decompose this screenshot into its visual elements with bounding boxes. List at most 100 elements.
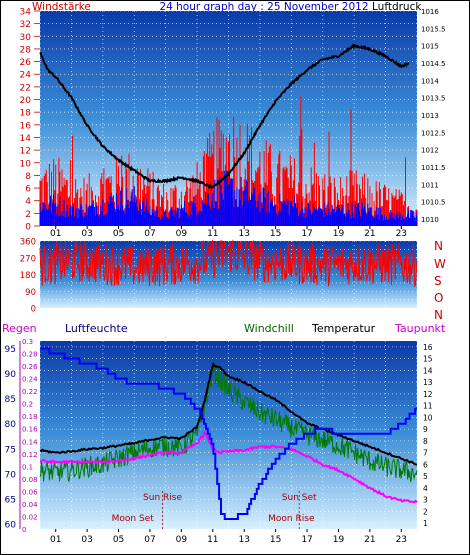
taupunkt-label: Taupunkt: [394, 322, 446, 335]
regen-label: Regen: [2, 322, 37, 335]
annotation-label-0: Moon Set: [112, 514, 155, 524]
regen-ytick-label-9: 0.18: [22, 413, 38, 421]
regen-ytick-label-3: 0.06: [22, 488, 38, 496]
pressure-ytick-label-1: 1010.5: [421, 199, 446, 207]
regen-ytick-label-5: 0.1: [22, 463, 33, 471]
annotation-label-2: Moon Rise: [268, 514, 315, 524]
wind-ytick-label-2: 4: [25, 197, 31, 207]
luftfeuchte-ytick-label-1: 65: [5, 495, 16, 505]
pressure-ytick-label-4: 1012: [421, 147, 439, 155]
temperature-ytick-label-7: 8: [423, 437, 428, 446]
wind-ytick-label-17: 34: [20, 8, 32, 18]
axis-layer: 024681012141618202224262830323410101010.…: [5, 8, 446, 546]
pressure-ytick-label-5: 1012.5: [421, 129, 446, 137]
pressure-ytick-label-12: 1016: [421, 8, 439, 16]
temperature-ytick-label-9: 10: [423, 413, 433, 422]
wind-ytick-label-11: 22: [20, 83, 31, 93]
temperature-ytick-label-3: 4: [423, 484, 428, 493]
pressure-ytick-label-9: 1014.5: [421, 60, 446, 68]
wind-ytick-label-5: 10: [20, 159, 32, 169]
regen-ytick-label-13: 0.26: [22, 363, 38, 371]
direction-ytick-label-6: 270: [20, 254, 36, 264]
luftfeuchte-series: [40, 347, 417, 520]
chart-title: 24 hour graph day : 25 November 2012: [159, 1, 368, 13]
temperature-ytick-label-10: 11: [423, 402, 433, 411]
temperature-xtick-label-0: 01: [50, 535, 61, 545]
compass-n-top: N: [434, 239, 443, 253]
direction-ytick-label-8: 360: [20, 238, 36, 248]
wind-xtick-label-0: 01: [50, 229, 61, 239]
temperature-ytick-label-15: 16: [423, 343, 433, 352]
pressure-ytick-label-8: 1014: [421, 77, 439, 85]
wind-xtick-label-4: 09: [176, 229, 188, 239]
wind-ytick-label-13: 26: [20, 58, 32, 68]
temperatur-series: [39, 361, 418, 466]
wind-xtick-label-2: 05: [113, 229, 124, 239]
wind-ytick-label-4: 8: [25, 172, 31, 182]
luftfeuchte-ytick-label-5: 85: [5, 395, 16, 405]
temperature-ytick-label-1: 2: [423, 507, 428, 516]
temperature-xtick-label-2: 05: [113, 535, 124, 545]
regen-ytick-label-14: 0.28: [22, 351, 38, 359]
temperature-xtick-label-3: 07: [144, 535, 155, 545]
luftfeuchte-ytick-label-2: 70: [5, 470, 17, 480]
wind-xtick-label-3: 07: [144, 229, 155, 239]
pressure-ytick-label-0: 1010: [421, 216, 439, 224]
temperature-xtick-label-10: 21: [364, 535, 375, 545]
wind-direction-series: [39, 239, 418, 288]
wind-ytick-label-1: 2: [25, 210, 31, 220]
temperatur-label: Temperatur: [311, 322, 376, 335]
pressure-ytick-label-10: 1015: [421, 43, 439, 51]
wind-xtick-label-7: 15: [270, 229, 281, 239]
wind-xtick-label-1: 03: [81, 229, 92, 239]
windstaerke-label: Windstärke: [32, 1, 91, 13]
pressure-ytick-label-2: 1011: [421, 181, 439, 189]
temperature-ytick-label-5: 6: [423, 460, 428, 469]
regen-ytick-label-2: 0.04: [22, 501, 38, 509]
luftfeuchte-label: Luftfeuchte: [65, 322, 128, 335]
wind-xtick-label-8: 17: [301, 229, 312, 239]
pressure-ytick-label-11: 1015.5: [421, 25, 446, 33]
regen-ytick-label-12: 0.24: [22, 376, 38, 384]
direction-ytick-label-0: 0: [31, 305, 36, 315]
wind-ytick-label-7: 14: [20, 134, 32, 144]
temperature-ytick-label-2: 3: [423, 496, 428, 505]
pressure-series: [39, 43, 410, 190]
luftfeuchte-ytick-label-0: 60: [5, 520, 17, 530]
temperature-xtick-label-1: 03: [81, 535, 92, 545]
temperature-ytick-label-11: 12: [423, 390, 433, 399]
regen-ytick-label-11: 0.22: [22, 388, 38, 396]
wind-ytick-label-6: 12: [20, 147, 31, 157]
windchill-series: [39, 362, 418, 483]
direction-ytick-label-4: 180: [20, 271, 36, 281]
regen-ytick-label-15: 0.3: [22, 338, 33, 346]
luftfeuchte-ytick-label-3: 75: [5, 445, 16, 455]
temperature-ytick-label-12: 13: [423, 378, 433, 387]
temperature-ytick-label-0: 1: [423, 519, 428, 528]
regen-ytick-label-6: 0.12: [22, 451, 38, 459]
temperature-xtick-label-9: 19: [333, 535, 345, 545]
luftfeuchte-ytick-label-6: 90: [5, 370, 17, 380]
annotation-label-3: Sun Set: [282, 493, 317, 503]
wind-xtick-label-5: 11: [207, 229, 218, 239]
wind-ytick-label-14: 28: [20, 45, 32, 55]
temperature-xtick-label-5: 11: [207, 535, 218, 545]
wind-ytick-label-10: 20: [20, 96, 32, 106]
wind-xtick-label-9: 19: [333, 229, 345, 239]
regen-ytick-label-10: 0.2: [22, 401, 33, 409]
wind-ytick-label-16: 32: [20, 20, 31, 30]
compass-w: W: [434, 257, 446, 271]
temperature-xtick-label-4: 09: [176, 535, 188, 545]
temperature-ytick-label-8: 9: [423, 425, 428, 434]
pressure-ytick-label-6: 1013: [421, 112, 439, 120]
wind-xtick-label-10: 21: [364, 229, 375, 239]
temperature-ytick-label-4: 5: [423, 472, 428, 481]
wind-ytick-label-9: 18: [20, 109, 32, 119]
regen-ytick-label-0: 0: [22, 526, 26, 534]
regen-ytick-label-1: 0.02: [22, 513, 38, 521]
windchill-label: Windchill: [244, 322, 294, 335]
compass-n-bottom: N: [434, 308, 443, 322]
regen-ytick-label-8: 0.16: [22, 426, 38, 434]
wind-ytick-label-8: 16: [20, 121, 32, 131]
